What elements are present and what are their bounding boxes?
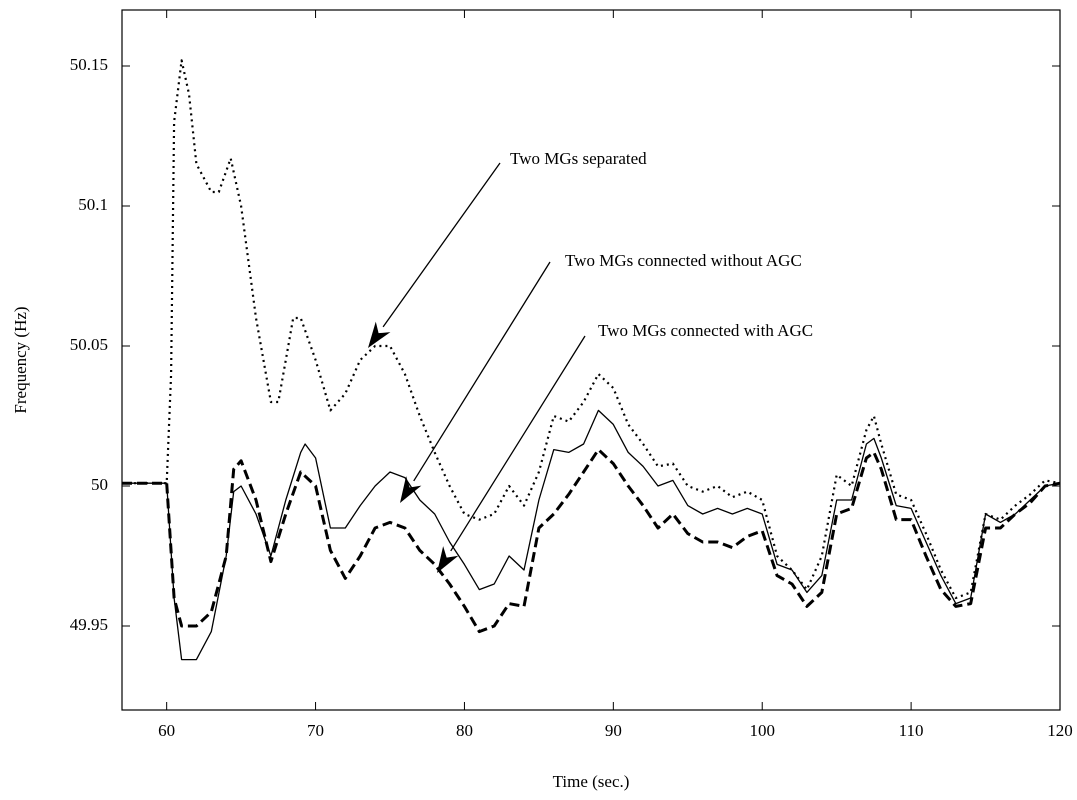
y-tick-label: 50.1 [78, 195, 108, 214]
annotation-arrow [413, 261, 551, 482]
arrow-head [368, 321, 391, 348]
y-axis-label: Frequency (Hz) [11, 306, 30, 413]
x-tick-label: 100 [749, 721, 775, 740]
x-tick-label: 80 [456, 721, 473, 740]
series-line [122, 59, 1061, 600]
y-tick-label: 49.95 [70, 615, 108, 634]
y-tick-label: 50 [91, 475, 108, 494]
x-tick-label: 60 [158, 721, 175, 740]
series-line [122, 409, 1061, 661]
plot-frame [121, 9, 1061, 711]
annotation: Two MGs connected with AGC [598, 321, 813, 340]
x-tick-label: 110 [899, 721, 924, 740]
y-tick-label: 50.15 [70, 55, 108, 74]
arrow-head [437, 546, 459, 573]
x-tick-label: 70 [307, 721, 324, 740]
series-line [122, 448, 1061, 634]
annotation: Two MGs separated [510, 149, 647, 168]
y-tick-label: 50.05 [70, 335, 108, 354]
x-axis-label: Time (sec.) [553, 772, 630, 791]
x-tick-label: 120 [1047, 721, 1073, 740]
annotation-arrow [382, 162, 501, 328]
x-tick-label: 90 [605, 721, 622, 740]
annotation-arrow [450, 335, 586, 552]
arrow-head [400, 476, 422, 503]
annotation: Two MGs connected without AGC [565, 251, 802, 270]
